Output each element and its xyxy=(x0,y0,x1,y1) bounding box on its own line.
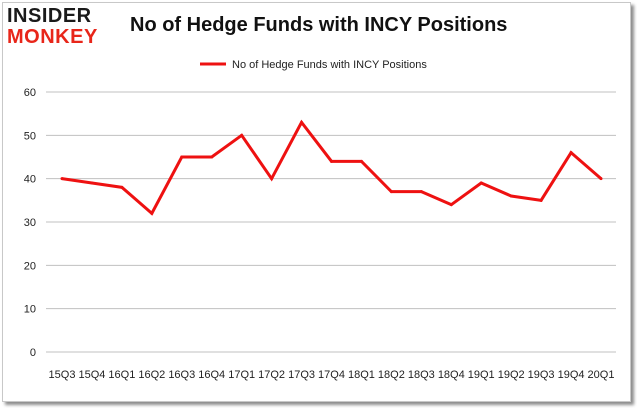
x-tick-label-18Q2: 18Q2 xyxy=(378,369,405,381)
x-tick-label-15Q4: 15Q4 xyxy=(78,369,105,381)
x-tick-label-16Q2: 16Q2 xyxy=(138,369,165,381)
data-point-19Q1 xyxy=(479,181,483,185)
data-point-17Q3 xyxy=(300,120,304,124)
x-tick-label-19Q1: 19Q1 xyxy=(468,369,495,381)
x-tick-label-18Q3: 18Q3 xyxy=(408,369,435,381)
x-tick-label-18Q4: 18Q4 xyxy=(438,369,465,381)
insider-monkey-logo: INSIDER MONKEY xyxy=(7,6,117,47)
x-tick-label-19Q3: 19Q3 xyxy=(528,369,555,381)
data-point-19Q4 xyxy=(569,151,573,155)
data-point-17Q2 xyxy=(270,177,274,181)
data-point-18Q4 xyxy=(449,203,453,207)
x-tick-label-16Q3: 16Q3 xyxy=(168,369,195,381)
data-point-17Q1 xyxy=(240,133,244,137)
data-point-18Q3 xyxy=(419,190,423,194)
x-tick-label-20Q1: 20Q1 xyxy=(588,369,615,381)
y-tick-label-20: 20 xyxy=(24,260,36,272)
series-line-0 xyxy=(61,119,602,216)
data-point-18Q1 xyxy=(359,159,363,163)
data-point-19Q3 xyxy=(539,198,543,202)
x-tick-label-17Q2: 17Q2 xyxy=(258,369,285,381)
logo-top-text: INSIDER xyxy=(7,5,92,27)
x-tick-label-17Q4: 17Q4 xyxy=(318,369,345,381)
x-tick-label-19Q2: 19Q2 xyxy=(498,369,525,381)
x-tick-label-16Q1: 16Q1 xyxy=(108,369,135,381)
data-point-18Q2 xyxy=(389,190,393,194)
legend-label: No of Hedge Funds with INCY Positions xyxy=(232,59,427,71)
x-tick-label-15Q3: 15Q3 xyxy=(49,369,76,381)
x-tick-label-16Q4: 16Q4 xyxy=(198,369,225,381)
y-tick-label-30: 30 xyxy=(24,217,36,229)
x-tick-label-17Q3: 17Q3 xyxy=(288,369,315,381)
data-point-19Q2 xyxy=(509,194,513,198)
data-point-16Q1 xyxy=(120,185,124,189)
x-tick-label-18Q1: 18Q1 xyxy=(348,369,375,381)
data-point-16Q4 xyxy=(210,155,214,159)
logo-bottom-text: MONKEY xyxy=(7,26,98,48)
data-point-17Q4 xyxy=(330,159,333,163)
x-tick-label-19Q4: 19Q4 xyxy=(558,369,585,381)
data-point-16Q3 xyxy=(180,155,184,159)
chart-title: No of Hedge Funds with INCY Positions xyxy=(130,14,508,36)
y-tick-label-40: 40 xyxy=(24,174,36,186)
y-tick-label-50: 50 xyxy=(24,130,36,142)
x-tick-label-17Q1: 17Q1 xyxy=(228,369,255,381)
data-point-16Q2 xyxy=(150,211,154,215)
data-point-20Q1 xyxy=(599,177,603,181)
y-tick-label-10: 10 xyxy=(24,304,36,316)
data-point-15Q4 xyxy=(90,181,94,185)
chart-frame xyxy=(2,2,631,402)
y-tick-label-0: 0 xyxy=(30,347,36,359)
y-tick-label-60: 60 xyxy=(24,87,36,99)
data-point-15Q3 xyxy=(60,177,64,181)
